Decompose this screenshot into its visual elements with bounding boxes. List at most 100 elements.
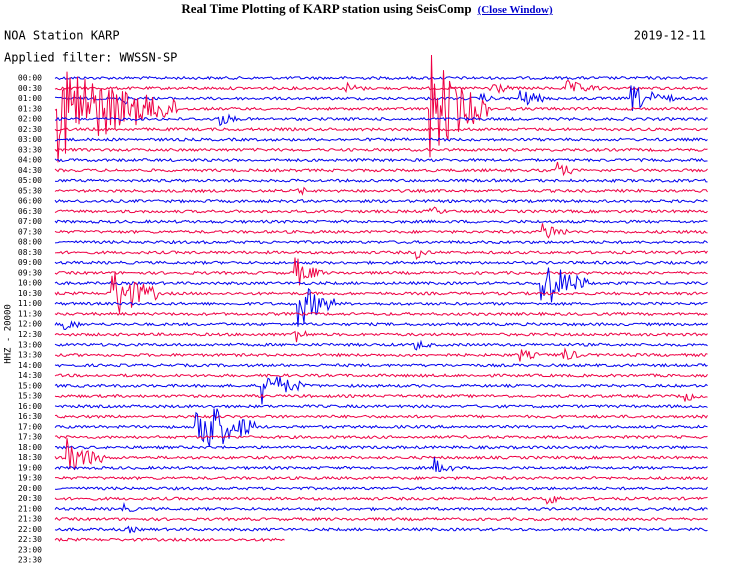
trace bbox=[54, 206, 708, 214]
trace bbox=[54, 393, 708, 402]
time-label: 16:00 bbox=[18, 402, 42, 411]
trace bbox=[54, 329, 708, 343]
time-label: 06:30 bbox=[18, 207, 42, 216]
trace bbox=[54, 198, 708, 204]
traces bbox=[54, 54, 708, 542]
time-label: 21:30 bbox=[18, 515, 42, 524]
time-label: 19:30 bbox=[18, 474, 42, 483]
time-label: 22:00 bbox=[18, 525, 42, 534]
trace bbox=[54, 537, 285, 542]
trace bbox=[54, 438, 708, 471]
time-label: 10:30 bbox=[18, 289, 42, 298]
station-label: NOA Station KARP bbox=[4, 29, 120, 43]
time-label: 20:30 bbox=[18, 494, 42, 503]
time-label: 02:00 bbox=[18, 115, 42, 124]
trace bbox=[54, 525, 708, 534]
time-label: 21:00 bbox=[18, 504, 42, 513]
time-label: 15:00 bbox=[18, 381, 42, 390]
time-label: 08:30 bbox=[18, 248, 42, 257]
trace bbox=[54, 376, 708, 405]
time-label: 01:00 bbox=[18, 94, 42, 103]
trace bbox=[54, 496, 708, 505]
time-label: 07:30 bbox=[18, 227, 42, 236]
time-label: 15:30 bbox=[18, 392, 42, 401]
time-label: 18:30 bbox=[18, 453, 42, 462]
trace bbox=[54, 414, 708, 419]
time-label: 03:30 bbox=[18, 145, 42, 154]
trace bbox=[54, 311, 708, 317]
trace bbox=[54, 75, 708, 81]
trace bbox=[54, 161, 708, 177]
trace bbox=[54, 147, 708, 153]
time-label: 13:30 bbox=[18, 351, 42, 360]
time-label: 03:00 bbox=[18, 135, 42, 144]
trace bbox=[54, 457, 708, 473]
trace bbox=[54, 486, 708, 491]
trace bbox=[55, 347, 708, 362]
trace bbox=[54, 239, 708, 245]
page-title: Real Time Plotting of KARP station using… bbox=[181, 1, 472, 16]
trace bbox=[54, 362, 708, 368]
trace bbox=[54, 408, 708, 447]
trace bbox=[54, 113, 708, 127]
time-label: 11:30 bbox=[18, 309, 42, 318]
trace bbox=[54, 157, 708, 163]
trace bbox=[54, 79, 708, 95]
time-label: 17:00 bbox=[18, 422, 42, 431]
trace bbox=[54, 320, 708, 331]
trace bbox=[54, 249, 708, 261]
time-label: 12:00 bbox=[18, 320, 42, 329]
time-label: 10:00 bbox=[18, 279, 42, 288]
trace bbox=[54, 223, 708, 239]
channel-label: HHZ - 20000 bbox=[4, 304, 14, 364]
time-label: 00:00 bbox=[18, 74, 42, 83]
time-label: 07:00 bbox=[18, 217, 42, 226]
trace bbox=[54, 339, 708, 351]
trace bbox=[54, 516, 708, 522]
trace bbox=[54, 54, 708, 163]
time-label: 14:00 bbox=[18, 361, 42, 370]
trace bbox=[54, 373, 708, 378]
time-label: 11:00 bbox=[18, 299, 42, 308]
trace bbox=[54, 257, 708, 286]
time-label: 16:30 bbox=[18, 412, 42, 421]
helicorder: NOA Station KARP 2019-12-11 Applied filt… bbox=[4, 29, 708, 565]
trace bbox=[54, 178, 708, 183]
time-label: 08:00 bbox=[18, 238, 42, 247]
time-label: 23:30 bbox=[18, 556, 42, 565]
page-title-bar: Real Time Plotting of KARP station using… bbox=[0, 1, 734, 17]
time-label: 17:30 bbox=[18, 433, 42, 442]
time-label: 01:30 bbox=[18, 104, 42, 113]
time-label: 00:30 bbox=[18, 84, 42, 93]
trace bbox=[54, 186, 708, 196]
trace bbox=[54, 85, 708, 111]
trace bbox=[54, 126, 708, 132]
time-label: 04:00 bbox=[18, 156, 42, 165]
time-label: 12:30 bbox=[18, 330, 42, 339]
trace bbox=[54, 287, 708, 327]
time-label: 14:30 bbox=[18, 371, 42, 380]
trace bbox=[54, 434, 708, 440]
time-label: 06:00 bbox=[18, 197, 42, 206]
time-label: 05:00 bbox=[18, 176, 42, 185]
trace bbox=[54, 267, 708, 303]
close-window-link[interactable]: (Close Window) bbox=[477, 4, 553, 16]
time-label: 18:00 bbox=[18, 443, 42, 452]
time-label: 13:00 bbox=[18, 340, 42, 349]
time-label: 09:00 bbox=[18, 258, 42, 267]
date-label: 2019-12-11 bbox=[634, 29, 706, 43]
trace bbox=[54, 272, 708, 313]
time-label: 04:30 bbox=[18, 166, 42, 175]
trace bbox=[54, 219, 708, 224]
trace bbox=[54, 137, 708, 142]
trace bbox=[54, 502, 708, 512]
time-label: 20:00 bbox=[18, 484, 42, 493]
filter-label: Applied filter: WWSSN-SP bbox=[4, 51, 177, 65]
time-label: 19:00 bbox=[18, 463, 42, 472]
time-label: 09:30 bbox=[18, 268, 42, 277]
time-label: 05:30 bbox=[18, 186, 42, 195]
time-label: 23:00 bbox=[18, 545, 42, 554]
trace bbox=[55, 475, 708, 481]
time-label: 02:30 bbox=[18, 125, 42, 134]
